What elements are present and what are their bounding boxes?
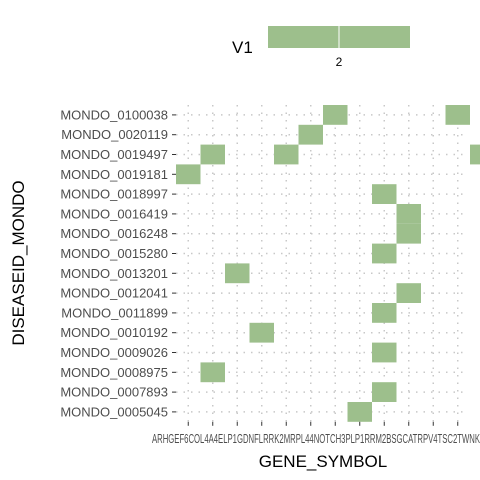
heatmap-cell bbox=[323, 105, 348, 125]
y-tick-label: MONDO_0005045 bbox=[60, 404, 168, 419]
heatmap-cell bbox=[200, 362, 225, 383]
heatmap-cell bbox=[396, 283, 421, 303]
legend-title: V1 bbox=[232, 38, 253, 57]
heatmap-cell bbox=[176, 164, 201, 185]
y-tick-label: MONDO_0009026 bbox=[60, 345, 168, 360]
heatmap-cells bbox=[176, 105, 480, 422]
heatmap-cell bbox=[274, 144, 299, 165]
y-tick-label: MONDO_0019497 bbox=[60, 147, 168, 162]
heatmap-cell bbox=[347, 402, 372, 422]
heatmap-cell bbox=[249, 322, 274, 343]
y-tick-label: MONDO_0019181 bbox=[60, 167, 168, 182]
heatmap-cell bbox=[298, 124, 323, 145]
y-tick-label: MONDO_0012041 bbox=[60, 286, 168, 301]
x-axis-title: GENE_SYMBOL bbox=[259, 452, 388, 471]
y-tick-label: MONDO_0015280 bbox=[60, 246, 168, 261]
heatmap-cell bbox=[372, 342, 397, 363]
y-tick-label: MONDO_0018997 bbox=[60, 187, 168, 202]
heatmap-cell bbox=[396, 204, 421, 224]
legend-tick-label: 2 bbox=[336, 55, 343, 69]
heatmap-cell bbox=[200, 144, 225, 165]
heatmap-cell bbox=[372, 243, 397, 264]
heatmap-cell bbox=[372, 303, 397, 323]
heatmap-cell bbox=[372, 382, 397, 402]
y-tick-label: MONDO_0100038 bbox=[60, 107, 168, 122]
y-tick-label: MONDO_0013201 bbox=[60, 266, 168, 281]
legend: V1 2 bbox=[232, 26, 410, 69]
heatmap-cell bbox=[445, 105, 470, 125]
heatmap-cell bbox=[396, 223, 421, 244]
y-tick-label: MONDO_0016248 bbox=[60, 226, 168, 241]
y-tick-label: MONDO_0010192 bbox=[60, 325, 168, 340]
x-tick-labels: ARHGEF6COL4A4ELP1GDNFLRRK2MRPL44NOTCH3PL… bbox=[152, 431, 480, 446]
y-tick-label: MONDO_0020119 bbox=[61, 127, 168, 142]
y-tick-label: MONDO_0008975 bbox=[60, 365, 168, 380]
y-axis-title: DISEASEID_MONDO bbox=[9, 180, 28, 345]
x-axis: ARHGEF6COL4A4ELP1GDNFLRRK2MRPL44NOTCH3PL… bbox=[152, 421, 480, 446]
heatmap-cell bbox=[372, 184, 397, 204]
y-tick-label: MONDO_0007893 bbox=[60, 385, 168, 400]
y-tick-label: MONDO_0011899 bbox=[61, 305, 168, 320]
y-tick-label: MONDO_0016419 bbox=[60, 206, 168, 221]
heatmap-cell bbox=[225, 263, 250, 284]
heatmap-cell bbox=[470, 144, 480, 165]
y-axis: MONDO_0100038 MONDO_0020119 MONDO_0019497 M… bbox=[60, 107, 176, 419]
